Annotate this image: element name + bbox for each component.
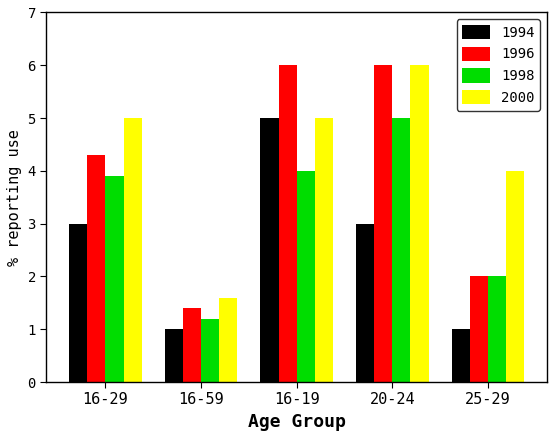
Bar	[105, 176, 124, 382]
Bar	[356, 224, 374, 382]
Bar	[470, 276, 488, 382]
Y-axis label: % reporting use: % reporting use	[7, 129, 22, 266]
Legend: 1994, 1996, 1998, 2000: 1994, 1996, 1998, 2000	[456, 19, 540, 110]
Bar	[392, 118, 411, 382]
Bar	[69, 224, 87, 382]
Bar	[165, 329, 183, 382]
Bar	[201, 319, 219, 382]
Bar	[315, 118, 333, 382]
Bar	[279, 65, 297, 382]
Bar	[260, 118, 279, 382]
Bar	[374, 65, 392, 382]
Bar	[124, 118, 142, 382]
Bar	[452, 329, 470, 382]
X-axis label: Age Group: Age Group	[248, 413, 346, 431]
Bar	[506, 171, 524, 382]
Bar	[488, 276, 506, 382]
Bar	[411, 65, 429, 382]
Bar	[297, 171, 315, 382]
Bar	[87, 155, 105, 382]
Bar	[219, 297, 237, 382]
Bar	[183, 308, 201, 382]
